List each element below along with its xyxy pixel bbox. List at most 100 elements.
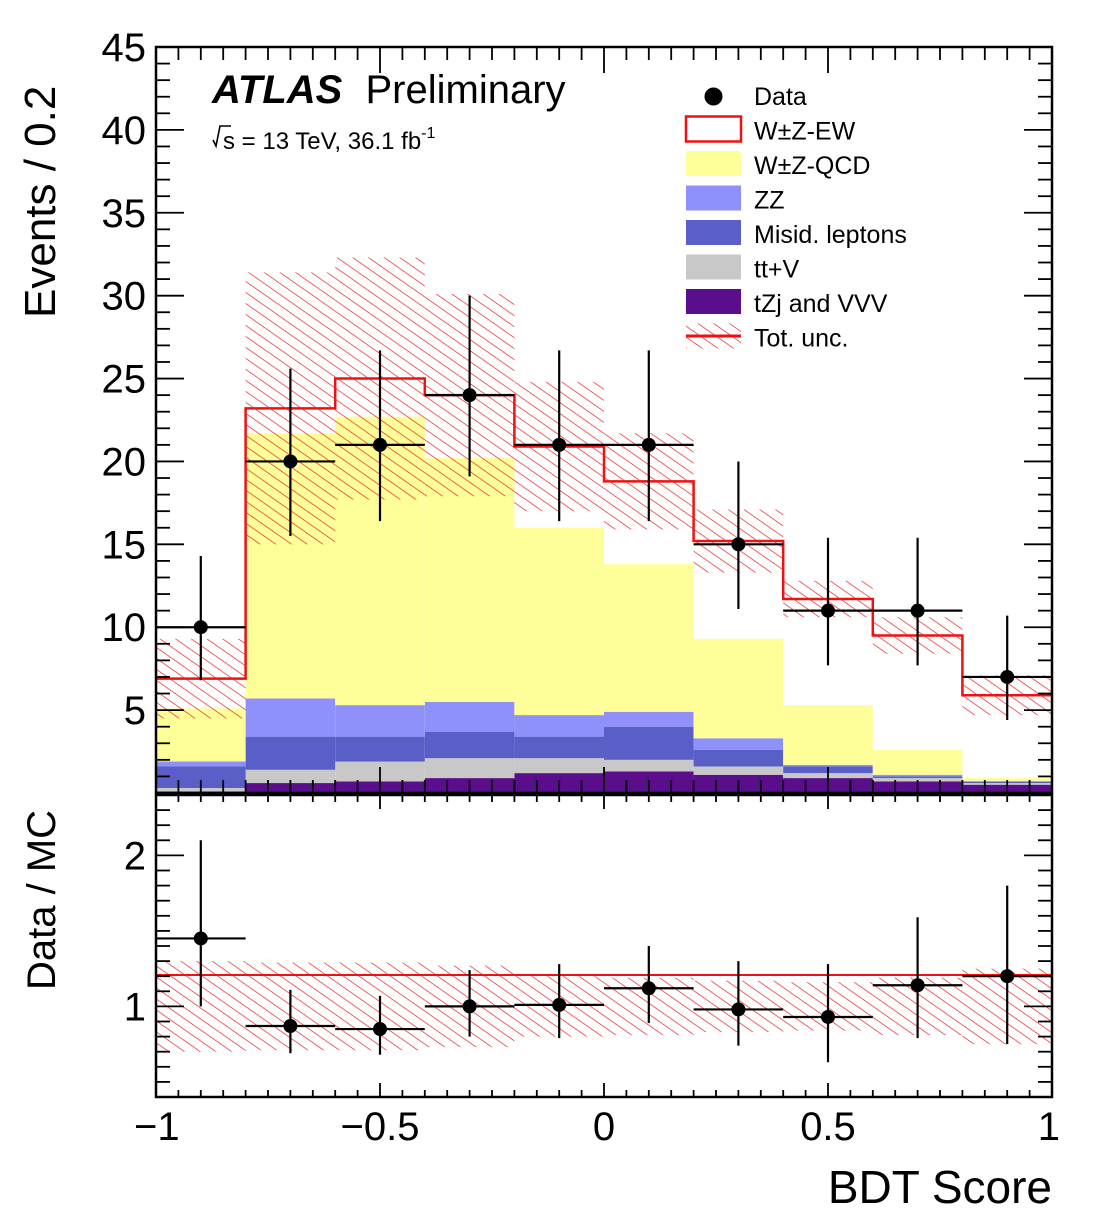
ratio-point-bin-5	[604, 946, 694, 1024]
bar-zz-bin-4	[514, 715, 604, 737]
bar-zz-bin-0	[156, 761, 246, 767]
data-marker-bin-3	[462, 388, 477, 403]
experiment-label: ATLAS Preliminary	[211, 68, 566, 112]
ratio-point-bin-2	[335, 995, 425, 1055]
data-marker-bin-9	[1000, 669, 1015, 684]
bar-misid-leptons-bin-2	[335, 736, 425, 762]
legend-swatch-icon	[684, 115, 743, 143]
x-tick-label: −1	[134, 1105, 180, 1149]
ratio-marker-bin-0	[193, 931, 208, 946]
data-point-bin-2	[335, 350, 425, 522]
legend-label: Misid. leptons	[754, 221, 907, 249]
ratio-marker-bin-9	[1000, 969, 1015, 984]
y-tick-label-top: 20	[102, 440, 147, 484]
legend-label: tZj and VVV	[754, 290, 888, 318]
legend-swatch-icon	[686, 254, 741, 280]
y-tick-label-top: 30	[102, 275, 147, 319]
x-tick-label: 0	[593, 1105, 615, 1149]
bar-misid-leptons-bin-1	[245, 736, 336, 770]
y-tick-label-top: 35	[102, 192, 147, 236]
legend-label: Tot. unc.	[754, 325, 849, 353]
legend-item-tt-v: tt+V	[686, 254, 799, 284]
data-marker-bin-5	[641, 437, 656, 452]
bar-zz-bin-3	[424, 701, 515, 732]
ratio-points	[156, 840, 1052, 1063]
axis-ticks	[155, 46, 1053, 1097]
sqrt-sign-icon	[212, 125, 231, 149]
y-axis-label-bottom: Data / MC	[20, 810, 64, 990]
legend: Data W±Z-EW W±Z-QCD ZZ Misid. leptons tt+V tZj…	[684, 83, 907, 353]
x-tick-label: 0.5	[800, 1105, 856, 1149]
ratio-marker-bin-8	[910, 978, 925, 993]
ratio-point-bin-7	[783, 964, 873, 1063]
y-tick-label-top: 5	[124, 689, 146, 733]
bar-zz-bin-5	[604, 711, 694, 727]
ratio-marker-bin-3	[462, 999, 477, 1014]
y-tick-label-top: 15	[102, 523, 147, 567]
bar-misid-leptons-bin-4	[514, 736, 604, 759]
ratio-point-bin-9	[962, 885, 1052, 1045]
y-tick-label-top: 25	[102, 358, 147, 402]
bar-tt-v-bin-3	[424, 758, 515, 779]
legend-label: ZZ	[754, 187, 785, 215]
ratio-marker-bin-1	[283, 1019, 298, 1034]
legend-marker-icon	[704, 87, 723, 106]
data-marker-bin-7	[821, 603, 835, 618]
status-label: Preliminary	[365, 68, 565, 112]
data-marker-bin-1	[283, 454, 298, 469]
ratio-point-bin-1	[245, 989, 336, 1054]
bar-misid-leptons-bin-3	[424, 731, 515, 759]
bar-zz-bin-8	[872, 774, 963, 777]
data-point-bin-9	[962, 615, 1052, 721]
ratio-marker-bin-6	[731, 1002, 746, 1017]
bar-w-z-qcd-bin-9	[962, 778, 1052, 782]
bar-w-z-qcd-bin-7	[783, 705, 873, 765]
bar-w-z-qcd-bin-5	[604, 564, 694, 712]
x-tick-label: −0.5	[341, 1105, 420, 1149]
data-point-bin-6	[693, 461, 784, 609]
data-point-bin-7	[783, 537, 873, 666]
ratio-marker-bin-5	[641, 981, 656, 996]
data-point-bin-5	[604, 350, 694, 522]
bar-zz-bin-2	[335, 705, 425, 737]
data-marker-bin-4	[552, 437, 567, 452]
bar-misid-leptons-bin-5	[604, 726, 694, 760]
bar-w-z-qcd-bin-8	[872, 749, 963, 775]
data-point-bin-4	[514, 350, 604, 522]
y-tick-label-top: 40	[102, 109, 147, 153]
y-tick-label-bottom: 1	[124, 985, 146, 1029]
x-axis-label: BDT Score	[828, 1161, 1052, 1213]
data-marker-bin-0	[193, 620, 208, 635]
legend-swatch-icon	[686, 289, 741, 314]
bar-w-z-qcd-bin-6	[693, 638, 784, 739]
atlas-label: ATLAS	[211, 68, 343, 112]
data-point-bin-8	[872, 537, 963, 666]
bar-zz-bin-7	[783, 764, 873, 767]
y-axis-label-top: Events / 0.2	[16, 86, 65, 318]
legend-swatch-icon	[686, 185, 741, 211]
y-tick-label-top: 45	[102, 26, 147, 70]
legend-swatch-icon	[686, 220, 741, 245]
data-marker-bin-2	[373, 437, 387, 452]
legend-label: W±Z-EW	[754, 118, 856, 146]
ratio-point-bin-0	[156, 840, 246, 1007]
legend-item-w-z-ew: W±Z-EW	[684, 115, 856, 146]
legend-item-misid-leptons: Misid. leptons	[686, 220, 907, 249]
legend-label: tt+V	[754, 256, 799, 284]
stacked-histogram	[156, 377, 1052, 793]
ratio-point-bin-6	[693, 961, 784, 1046]
bar-w-z-qcd-bin-4	[514, 527, 604, 716]
legend-item-tot-unc-: Tot. unc.	[686, 323, 849, 353]
bar-w-z-qcd-bin-3	[424, 458, 515, 702]
legend-swatch-icon	[686, 151, 741, 176]
data-point-bin-3	[424, 295, 515, 477]
ratio-point-bin-4	[514, 964, 604, 1039]
bar-zz-bin-1	[245, 698, 336, 737]
x-tick-label: 1	[1038, 1105, 1060, 1149]
bar-misid-leptons-bin-6	[693, 749, 784, 767]
ratio-marker-bin-2	[373, 1022, 387, 1037]
y-tick-label-bottom: 2	[124, 834, 146, 878]
svg-text:s = 13 TeV, 36.1 fb-1: s = 13 TeV, 36.1 fb-1	[223, 125, 436, 155]
bar-tt-v-bin-4	[514, 758, 604, 774]
